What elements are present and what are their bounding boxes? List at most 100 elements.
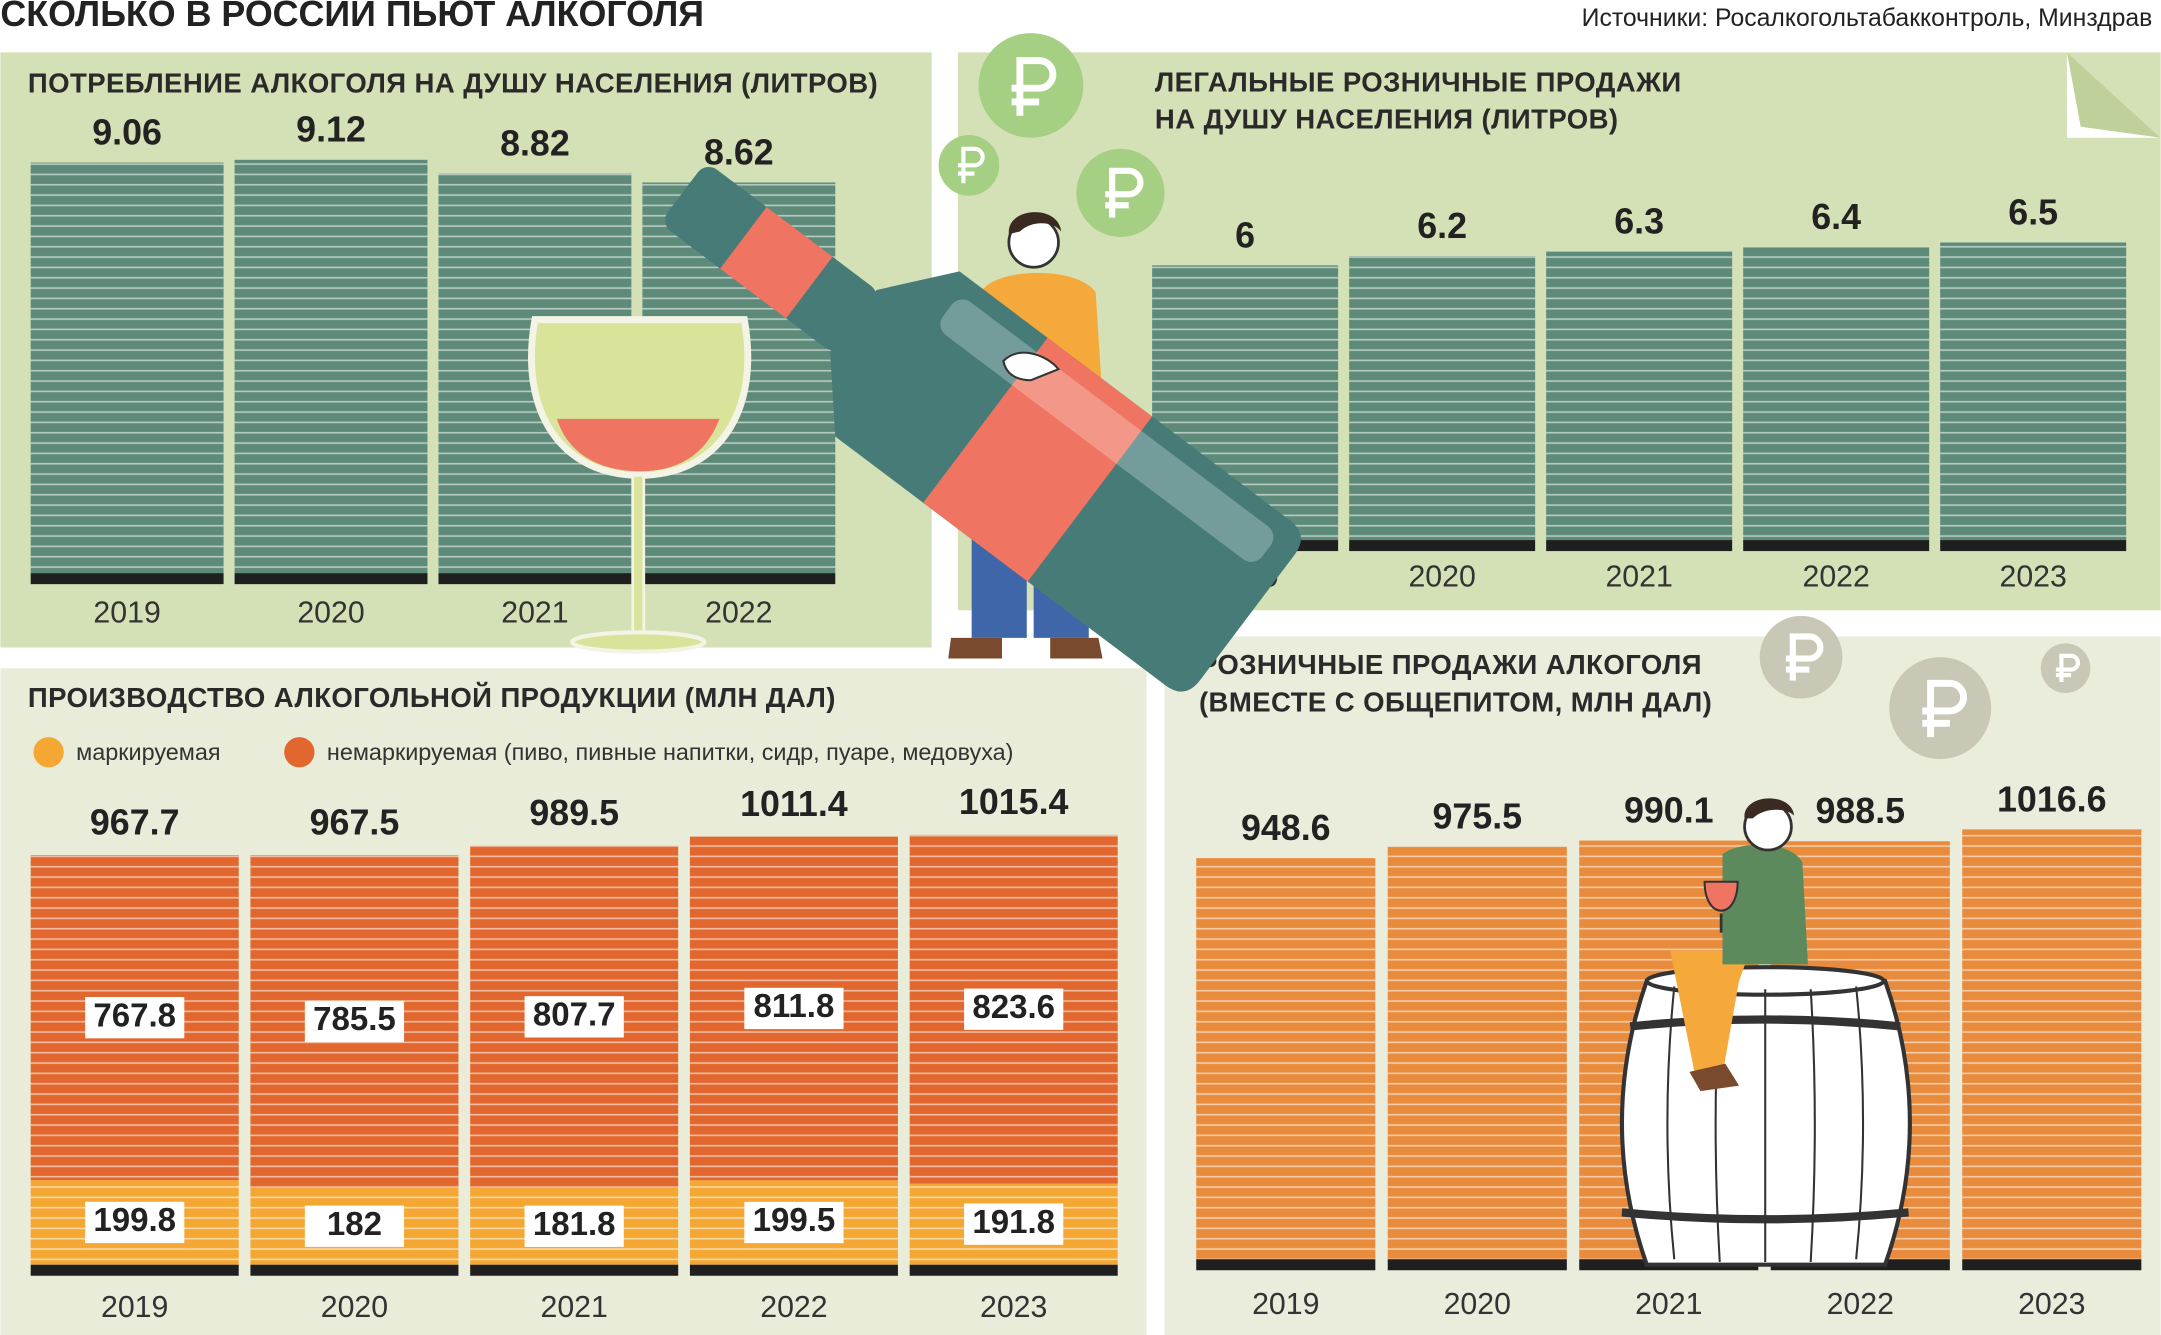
total-label: 967.5 bbox=[310, 802, 400, 842]
x-tick-label: 2019 bbox=[93, 596, 160, 629]
value-label: 199.5 bbox=[753, 1202, 836, 1239]
bar bbox=[1349, 256, 1536, 541]
value-label: 8.62 bbox=[704, 132, 774, 172]
value-label: 191.8 bbox=[972, 1204, 1055, 1241]
bar-base bbox=[909, 1264, 1118, 1276]
value-label-box bbox=[524, 1205, 624, 1247]
bar bbox=[1387, 846, 1567, 1260]
bar-base bbox=[1196, 1259, 1376, 1271]
value-label: 948.6 bbox=[1241, 808, 1331, 848]
bar-base bbox=[689, 1264, 898, 1276]
x-tick-label: 2023 bbox=[980, 1291, 1047, 1324]
bar-base bbox=[1349, 540, 1536, 552]
value-label: 181.8 bbox=[533, 1206, 616, 1243]
x-tick-label: 2022 bbox=[705, 596, 772, 629]
legend-marker bbox=[284, 737, 315, 768]
value-label: 6.4 bbox=[1811, 197, 1861, 237]
x-tick-label: 2020 bbox=[297, 596, 364, 629]
source: Источники: Росалкогольтабакконтроль, Мин… bbox=[1582, 5, 2153, 32]
x-tick-label: 2020 bbox=[1444, 1288, 1511, 1321]
x-tick-label: 2021 bbox=[540, 1291, 607, 1324]
chart-title: ПОТРЕБЛЕНИЕ АЛКОГОЛЯ НА ДУШУ НАСЕЛЕНИЯ (… bbox=[28, 68, 878, 99]
total-label: 967.7 bbox=[90, 802, 180, 842]
value-label: 6.5 bbox=[2008, 192, 2058, 232]
total-label: 1011.4 bbox=[740, 784, 848, 824]
x-tick-label: 2021 bbox=[501, 596, 568, 629]
ruble-coins bbox=[938, 33, 2091, 760]
chart-title: НА ДУШУ НАСЕЛЕНИЯ (ЛИТРОВ) bbox=[1155, 104, 1619, 135]
bar-base bbox=[1743, 540, 1930, 552]
illustration bbox=[528, 33, 2091, 1267]
legend-marker bbox=[33, 737, 64, 768]
bar-base bbox=[1546, 540, 1733, 552]
x-tick-label: 2022 bbox=[1802, 561, 1869, 594]
x-tick-label: 2023 bbox=[1999, 561, 2066, 594]
bar-base bbox=[438, 573, 632, 585]
value-label-box bbox=[524, 996, 624, 1038]
value-label: 990.1 bbox=[1624, 791, 1714, 831]
bar bbox=[1940, 242, 2127, 541]
value-label-box bbox=[964, 988, 1064, 1030]
x-tick-label: 2023 bbox=[2018, 1288, 2085, 1321]
bar-base bbox=[470, 1264, 679, 1276]
bar-base bbox=[1940, 540, 2127, 552]
x-tick-label: 2021 bbox=[1605, 561, 1672, 594]
value-label-box bbox=[744, 1201, 844, 1244]
chart-title: ПРОИЗВОДСТВО АЛКОГОЛЬНОЙ ПРОДУКЦИИ (МЛН … bbox=[28, 682, 836, 713]
value-label: 6.3 bbox=[1614, 202, 1664, 242]
value-label-box bbox=[304, 1205, 405, 1247]
value-label: 823.6 bbox=[972, 989, 1055, 1026]
value-label-box bbox=[304, 1000, 405, 1043]
barrel bbox=[1619, 965, 1912, 1267]
value-label-box bbox=[744, 987, 844, 1030]
bar-base bbox=[30, 573, 224, 585]
x-tick-label: 2019 bbox=[1252, 1288, 1319, 1321]
bar-base bbox=[234, 573, 428, 585]
value-label: 807.7 bbox=[533, 997, 616, 1034]
total-label: 989.5 bbox=[529, 793, 619, 833]
bar-base bbox=[30, 1264, 239, 1276]
bar-base bbox=[250, 1264, 459, 1276]
hand bbox=[1002, 351, 1061, 382]
value-label: 988.5 bbox=[1815, 791, 1905, 831]
value-label-box bbox=[85, 1201, 185, 1244]
value-label: 182 bbox=[327, 1206, 382, 1243]
value-label-box bbox=[85, 996, 185, 1039]
wine-glass bbox=[528, 316, 752, 654]
value-label: 6.2 bbox=[1417, 206, 1467, 246]
x-tick-label: 2022 bbox=[1827, 1288, 1894, 1321]
value-label: 9.12 bbox=[296, 110, 366, 150]
x-tick-label: 2022 bbox=[760, 1291, 827, 1324]
value-label: 785.5 bbox=[313, 1001, 396, 1038]
bar-base bbox=[1962, 1259, 2142, 1271]
bar-base bbox=[1387, 1259, 1567, 1271]
x-tick-label: 2020 bbox=[321, 1291, 388, 1324]
value-label: 975.5 bbox=[1432, 797, 1522, 837]
value-label: 199.8 bbox=[93, 1202, 176, 1239]
chart-title: РОЗНИЧНЫЕ ПРОДАЖИ АЛКОГОЛЯ bbox=[1199, 649, 1702, 680]
x-tick-label: 2019 bbox=[101, 1291, 168, 1324]
bar bbox=[1743, 247, 1930, 541]
legend-label: маркируемая bbox=[76, 739, 220, 765]
chart-title: (ВМЕСТЕ С ОБЩЕПИТОМ, МЛН ДАЛ) bbox=[1199, 686, 1712, 717]
seated-man bbox=[1670, 798, 1808, 1092]
chart-title: ЛЕГАЛЬНЫЕ РОЗНИЧНЫЕ ПРОДАЖИ bbox=[1155, 66, 1682, 97]
value-label: 1016.6 bbox=[1997, 779, 2107, 819]
bar-base bbox=[642, 573, 836, 585]
value-label: 811.8 bbox=[753, 988, 834, 1025]
legend-label: немаркируемая (пиво, пивные напитки, сид… bbox=[327, 739, 1014, 765]
value-label: 767.8 bbox=[93, 997, 176, 1034]
x-tick-label: 2021 bbox=[1635, 1288, 1702, 1321]
bar bbox=[1546, 251, 1733, 541]
page-title: СКОЛЬКО В РОССИИ ПЬЮТ АЛКОГОЛЯ bbox=[0, 0, 704, 34]
bar bbox=[1196, 858, 1376, 1260]
value-label: 6 bbox=[1235, 215, 1255, 255]
x-tick-label: 2020 bbox=[1408, 561, 1475, 594]
total-label: 1015.4 bbox=[959, 782, 1069, 822]
value-label-box bbox=[964, 1203, 1064, 1245]
bar bbox=[30, 162, 224, 574]
value-label: 9.06 bbox=[92, 112, 162, 152]
value-label: 8.82 bbox=[500, 123, 570, 163]
bar bbox=[1962, 829, 2142, 1260]
